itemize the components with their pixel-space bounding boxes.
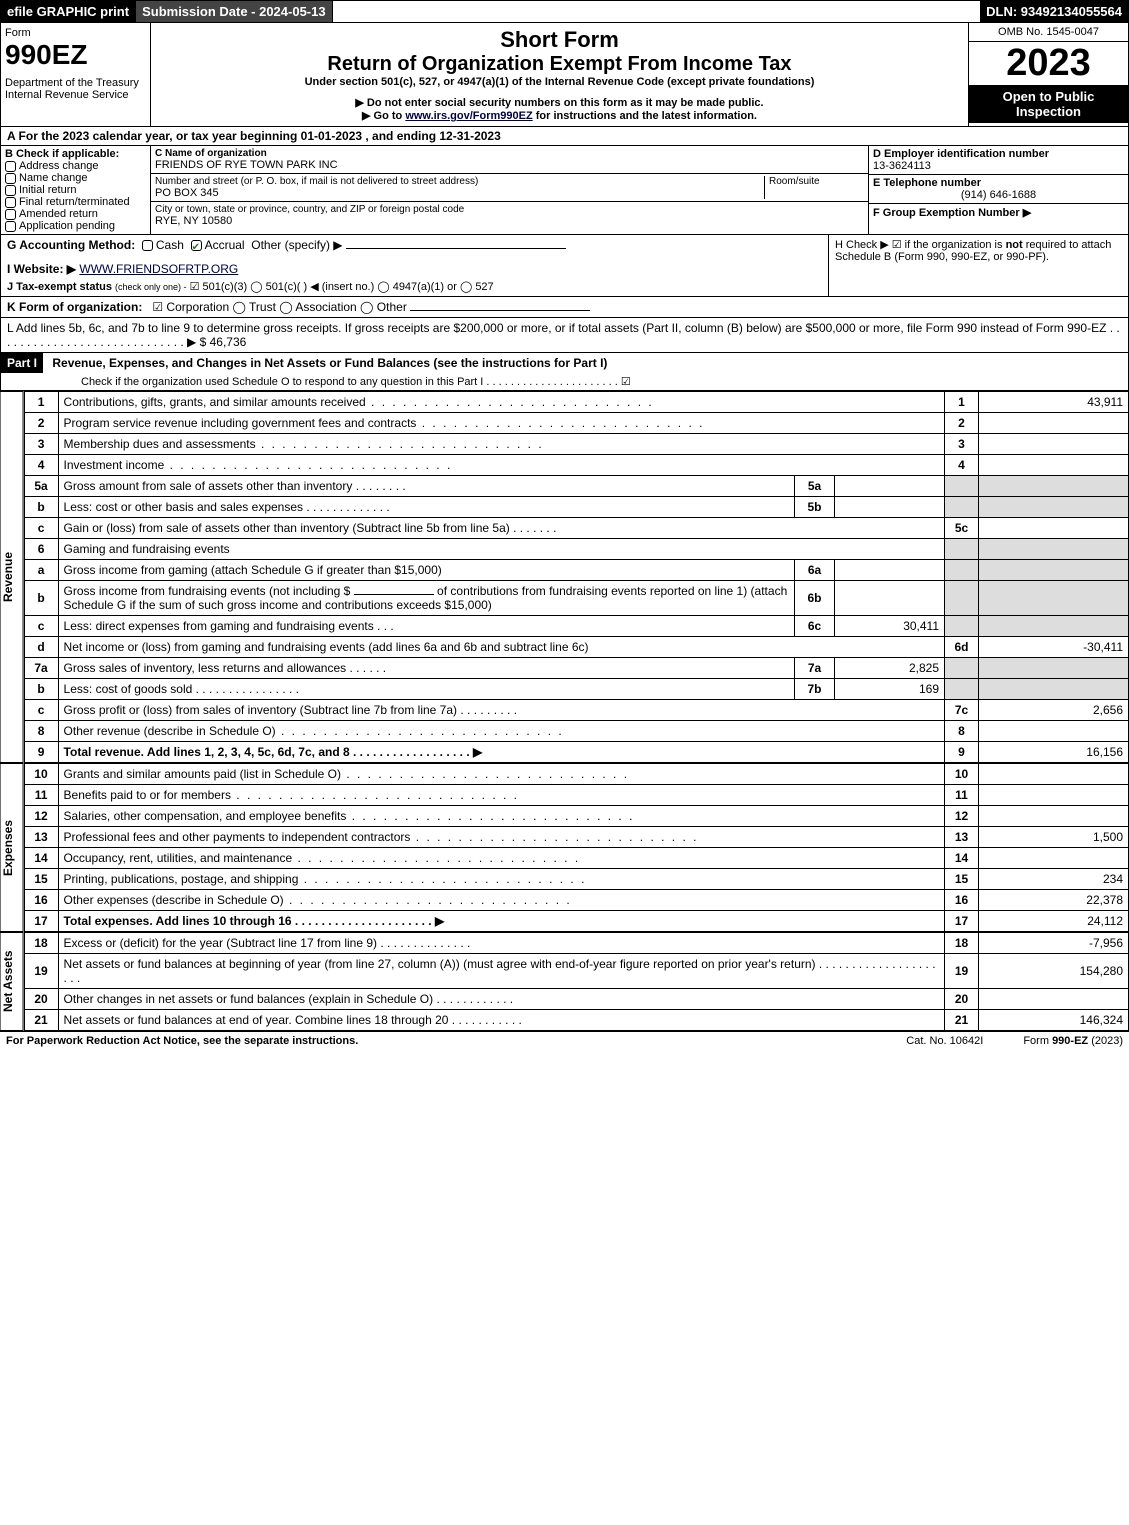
line-20: 20Other changes in net assets or fund ba… [24, 989, 1128, 1010]
row-a-period: A For the 2023 calendar year, or tax yea… [0, 127, 1129, 146]
line-3: 3Membership dues and assessments3 [24, 434, 1128, 455]
b-opt-1[interactable]: Name change [5, 172, 146, 184]
tax-year: 2023 [969, 42, 1128, 85]
room-label: Room/suite [769, 176, 864, 187]
page-footer: For Paperwork Reduction Act Notice, see … [0, 1031, 1129, 1050]
row-gh: G Accounting Method: Cash Accrual Other … [0, 235, 1129, 297]
c-name-label: C Name of organization [155, 148, 864, 159]
line-19: 19Net assets or fund balances at beginni… [24, 954, 1128, 989]
expenses-sidelabel: Expenses [0, 763, 24, 932]
line-7b: bLess: cost of goods sold . . . . . . . … [24, 679, 1128, 700]
tel-label: E Telephone number [873, 177, 1124, 189]
revenue-section: Revenue 1Contributions, gifts, grants, a… [0, 391, 1129, 763]
tel-value: (914) 646-1688 [873, 189, 1124, 201]
subtitle-1: Under section 501(c), 527, or 4947(a)(1)… [155, 76, 964, 88]
group-label: F Group Exemption Number ▶ [873, 206, 1124, 219]
form-header: Form 990EZ Department of the Treasury In… [0, 23, 1129, 127]
line-6d: dNet income or (loss) from gaming and fu… [24, 637, 1128, 658]
line-15: 15Printing, publications, postage, and s… [24, 869, 1128, 890]
line-17: 17Total expenses. Add lines 10 through 1… [24, 911, 1128, 932]
org-name: FRIENDS OF RYE TOWN PARK INC [155, 159, 864, 171]
row-l: L Add lines 5b, 6c, and 7b to line 9 to … [0, 318, 1129, 353]
revenue-table: 1Contributions, gifts, grants, and simil… [24, 391, 1129, 763]
h-check: H Check ▶ ☑ if the organization is not r… [828, 235, 1128, 296]
form-number: 990EZ [5, 39, 146, 71]
line-12: 12Salaries, other compensation, and empl… [24, 806, 1128, 827]
expenses-section: Expenses 10Grants and similar amounts pa… [0, 763, 1129, 932]
city-label: City or town, state or province, country… [155, 204, 864, 215]
b-label: B Check if applicable: [5, 148, 146, 160]
city-value: RYE, NY 10580 [155, 215, 864, 227]
line-7a: 7aGross sales of inventory, less returns… [24, 658, 1128, 679]
revenue-sidelabel: Revenue [0, 391, 24, 763]
line-6: 6Gaming and fundraising events [24, 539, 1128, 560]
line-13: 13Professional fees and other payments t… [24, 827, 1128, 848]
line-5a: 5aGross amount from sale of assets other… [24, 476, 1128, 497]
dept-2: Internal Revenue Service [5, 89, 146, 101]
b-opt-4[interactable]: Amended return [5, 208, 146, 220]
line-7c: cGross profit or (loss) from sales of in… [24, 700, 1128, 721]
i-website: I Website: ▶ WWW.FRIENDSOFRTP.ORG [7, 262, 822, 276]
dln-label: DLN: 93492134055564 [980, 1, 1128, 22]
line-6b: bGross income from fundraising events (n… [24, 581, 1128, 616]
line-9: 9Total revenue. Add lines 1, 2, 3, 4, 5c… [24, 742, 1128, 763]
part-i-header: Part I Revenue, Expenses, and Changes in… [0, 353, 1129, 391]
efile-label[interactable]: efile GRAPHIC print [1, 1, 136, 22]
line-6a: aGross income from gaming (attach Schedu… [24, 560, 1128, 581]
line-5b: bLess: cost or other basis and sales exp… [24, 497, 1128, 518]
part-i-check: Check if the organization used Schedule … [1, 373, 1128, 390]
footer-left: For Paperwork Reduction Act Notice, see … [6, 1035, 358, 1047]
website-link[interactable]: WWW.FRIENDSOFRTP.ORG [79, 262, 238, 276]
line-2: 2Program service revenue including gover… [24, 413, 1128, 434]
netassets-table: 18Excess or (deficit) for the year (Subt… [24, 932, 1129, 1031]
footer-formref: Form 990-EZ (2023) [1023, 1035, 1123, 1047]
submission-date: Submission Date - 2024-05-13 [136, 1, 333, 22]
top-bar: efile GRAPHIC print Submission Date - 20… [0, 0, 1129, 23]
b-opt-3[interactable]: Final return/terminated [5, 196, 146, 208]
b-opt-5[interactable]: Application pending [5, 220, 146, 232]
open-to-inspection: Open to Public Inspection [969, 85, 1128, 123]
ein-value: 13-3624113 [873, 160, 1124, 172]
street-label: Number and street (or P. O. box, if mail… [155, 176, 764, 187]
footer-catno: Cat. No. 10642I [906, 1035, 983, 1047]
netassets-section: Net Assets 18Excess or (deficit) for the… [0, 932, 1129, 1031]
line-11: 11Benefits paid to or for members11 [24, 785, 1128, 806]
line-14: 14Occupancy, rent, utilities, and mainte… [24, 848, 1128, 869]
omb-number: OMB No. 1545-0047 [969, 23, 1128, 42]
line-6c: cLess: direct expenses from gaming and f… [24, 616, 1128, 637]
subtitle-3: ▶ Go to www.irs.gov/Form990EZ for instru… [155, 109, 964, 122]
title-short-form: Short Form [155, 27, 964, 53]
line-21: 21Net assets or fund balances at end of … [24, 1010, 1128, 1031]
dept-1: Department of the Treasury [5, 77, 146, 89]
title-return: Return of Organization Exempt From Incom… [155, 53, 964, 76]
line-1: 1Contributions, gifts, grants, and simil… [24, 392, 1128, 413]
subtitle-2: ▶ Do not enter social security numbers o… [155, 96, 964, 109]
j-tax-status: J Tax-exempt status (check only one) - ☑… [7, 280, 822, 293]
street-value: PO BOX 345 [155, 187, 764, 199]
g-accounting: G Accounting Method: Cash Accrual Other … [7, 238, 822, 252]
line-4: 4Investment income4 [24, 455, 1128, 476]
b-opt-2[interactable]: Initial return [5, 184, 146, 196]
line-16: 16Other expenses (describe in Schedule O… [24, 890, 1128, 911]
line-18: 18Excess or (deficit) for the year (Subt… [24, 933, 1128, 954]
expenses-table: 10Grants and similar amounts paid (list … [24, 763, 1129, 932]
block-bcdef: B Check if applicable: Address change Na… [0, 146, 1129, 235]
form-label: Form [5, 27, 146, 39]
line-5c: cGain or (loss) from sale of assets othe… [24, 518, 1128, 539]
irs-link[interactable]: www.irs.gov/Form990EZ [405, 110, 532, 122]
ein-label: D Employer identification number [873, 148, 1124, 160]
row-k: K Form of organization: ☑ Corporation ◯ … [0, 297, 1129, 318]
b-opt-0[interactable]: Address change [5, 160, 146, 172]
netassets-sidelabel: Net Assets [0, 932, 24, 1031]
line-10: 10Grants and similar amounts paid (list … [24, 764, 1128, 785]
line-8: 8Other revenue (describe in Schedule O)8 [24, 721, 1128, 742]
